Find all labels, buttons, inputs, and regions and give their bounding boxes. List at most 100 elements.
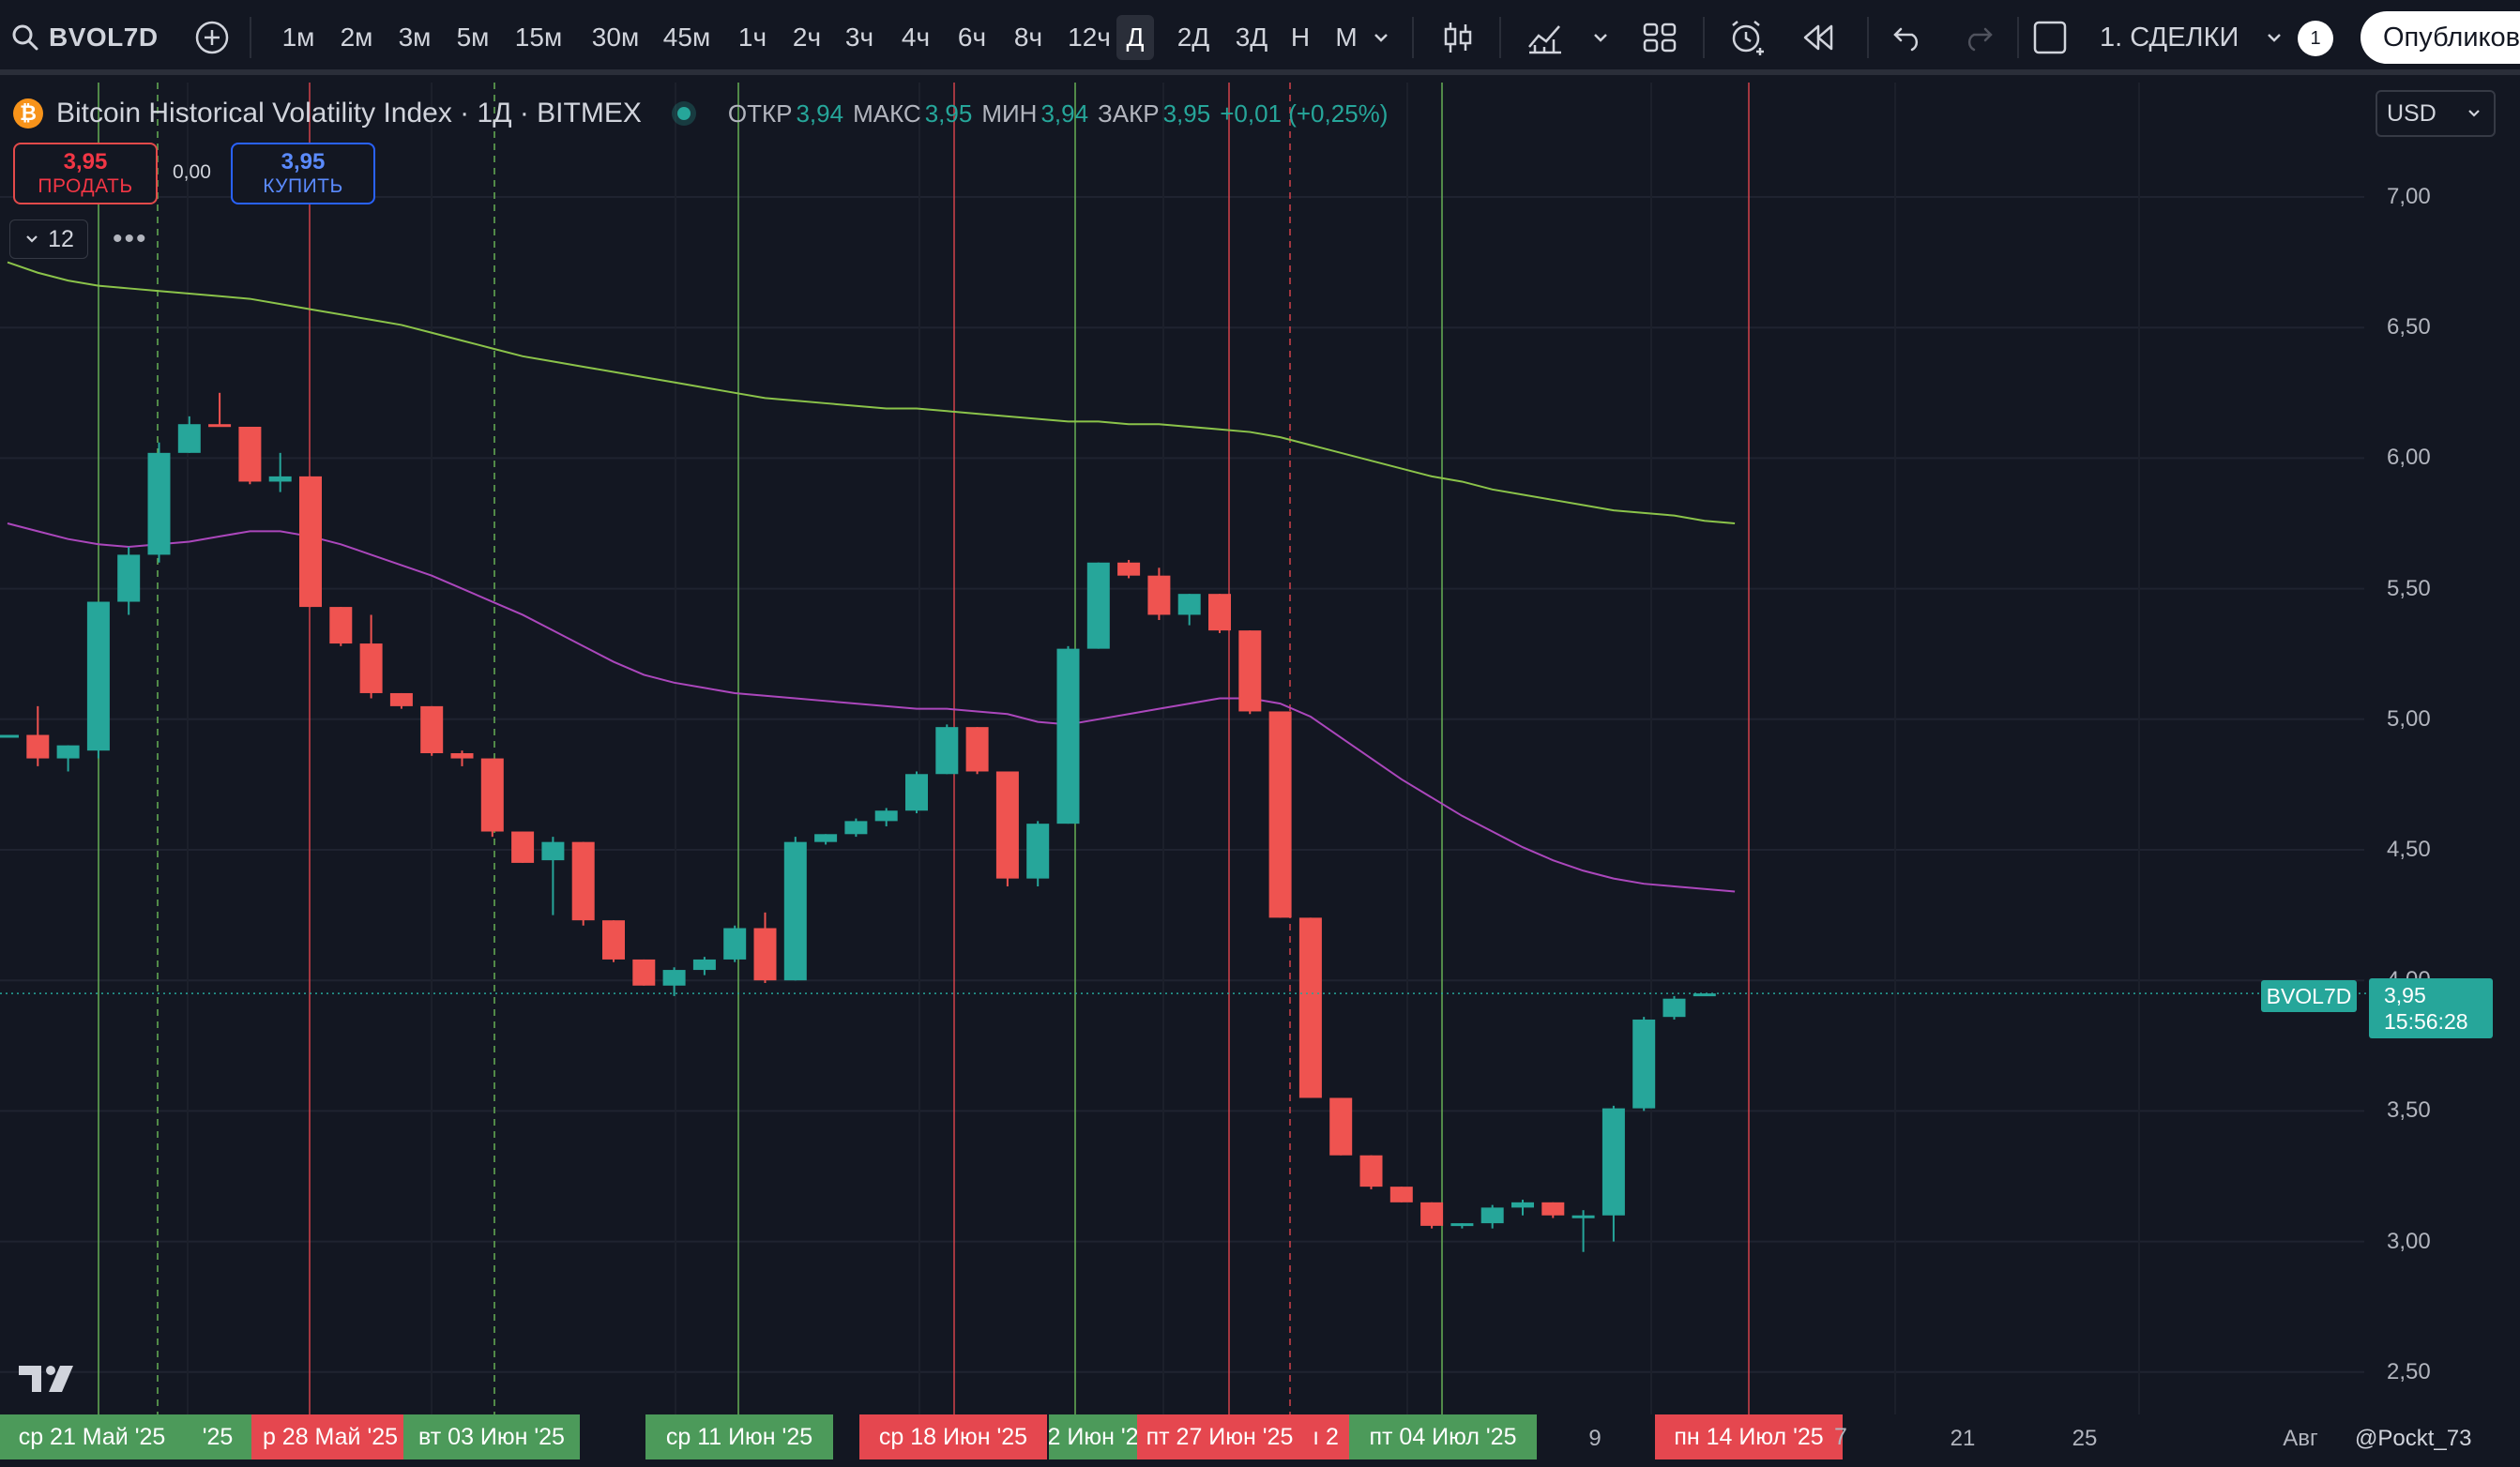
- timeframe-3-button[interactable]: 3м: [398, 23, 432, 52]
- chevron-down-icon: [1374, 34, 1388, 42]
- timeframe-16-button[interactable]: 2Д: [1177, 23, 1210, 52]
- timeframe-19-button[interactable]: М: [1335, 23, 1358, 52]
- timeframe-5-button[interactable]: 15м: [514, 23, 563, 52]
- date-marker-label: ср 11 Июн '25: [645, 1414, 833, 1459]
- candle-body: [1480, 1207, 1504, 1224]
- symbol-title[interactable]: Bitcoin Historical Volatility Index · 1Д…: [56, 98, 642, 129]
- candle: [1602, 1105, 1625, 1242]
- close-label: ЗАКР: [1098, 98, 1160, 128]
- sell-button[interactable]: 3,95 ПРОДАТЬ: [13, 143, 158, 204]
- top-toolbar: BVOL7D 1м 2м 3м 5м 15м 30м 45м 1ч 2ч 3ч 4ч 6ч 8ч 12ч Д…: [0, 0, 2520, 75]
- candle: [450, 750, 474, 766]
- date-marker-label: '25: [184, 1414, 251, 1459]
- add-circle-icon: [195, 21, 229, 54]
- timeframe-10-button[interactable]: 3ч: [844, 23, 874, 52]
- candle-body: [1329, 1097, 1353, 1156]
- compare-button[interactable]: [193, 0, 231, 75]
- long-moving-average-line: [7, 261, 1736, 524]
- chart-type-button[interactable]: [1441, 0, 1475, 75]
- timeframe-dropdown[interactable]: [1370, 0, 1392, 75]
- price-axis-label: 3,00: [2387, 1228, 2431, 1254]
- layouts-button[interactable]: [1642, 0, 1677, 75]
- candles-icon: [1444, 23, 1472, 53]
- candle-body: [450, 752, 474, 759]
- date-marker-label: р 28 Май '25: [251, 1414, 409, 1459]
- candle: [1329, 1097, 1353, 1156]
- candle-body: [1117, 562, 1141, 576]
- currency-value: USD: [2387, 99, 2437, 127]
- undo-button[interactable]: [1891, 0, 1925, 75]
- candle: [420, 705, 444, 756]
- candle-body: [905, 774, 928, 811]
- timeframe-14-button[interactable]: 12ч: [1068, 23, 1111, 52]
- change-value: +0,01 (+0,25%): [1220, 98, 1389, 128]
- candle: [0, 734, 19, 738]
- redo-button[interactable]: [1961, 0, 1995, 75]
- buy-label: КУПИТЬ: [263, 174, 343, 197]
- date-marker-label: пт 04 Июл '25: [1349, 1414, 1537, 1459]
- more-options-icon[interactable]: •••: [113, 223, 148, 254]
- candle-body: [208, 424, 232, 428]
- timeframe-11-button[interactable]: 4ч: [901, 23, 931, 52]
- currency-select[interactable]: USD: [2376, 90, 2496, 137]
- bitcoin-icon: ₿: [13, 98, 43, 129]
- indicators-icon: [1528, 25, 1561, 54]
- timeframe-18-button[interactable]: Н: [1290, 23, 1311, 52]
- author-watermark: @Pockt_73: [2355, 1426, 2471, 1452]
- candle: [208, 392, 232, 428]
- candle: [905, 771, 928, 814]
- price-axis-label: 4,50: [2387, 837, 2431, 862]
- candle-body: [814, 834, 838, 842]
- date-marker-label: ср 21 Май '25: [0, 1414, 184, 1459]
- timeframe-17-button[interactable]: 3Д: [1235, 23, 1268, 52]
- symbol-search[interactable]: BVOL7D: [11, 0, 159, 75]
- timeframe-8-button[interactable]: 1ч: [737, 23, 767, 52]
- candle: [511, 831, 535, 863]
- timeframe-12-button[interactable]: 6ч: [957, 23, 987, 52]
- timeframe-15-button[interactable]: Д: [1116, 15, 1154, 60]
- buy-button[interactable]: 3,95 КУПИТЬ: [231, 143, 375, 204]
- candle: [874, 808, 898, 826]
- time-axis-label: 9: [1588, 1426, 1602, 1451]
- candle-body: [632, 959, 656, 986]
- candle: [1268, 711, 1292, 918]
- alert-button[interactable]: [1728, 0, 1768, 75]
- candle-body: [329, 607, 353, 644]
- indicators-dropdown[interactable]: [1589, 0, 1612, 75]
- date-marker-label: пт 27 Июн '25: [1137, 1414, 1302, 1459]
- candle-body: [965, 727, 989, 772]
- timeframe-13-button[interactable]: 8ч: [1013, 23, 1043, 52]
- timeframe-9-button[interactable]: 2ч: [792, 23, 822, 52]
- candle-body: [1208, 594, 1231, 631]
- candle: [844, 818, 868, 838]
- square-icon: [2033, 21, 2067, 54]
- indicators-button[interactable]: [1526, 0, 1565, 75]
- timeframe-1-button[interactable]: 1м: [281, 23, 315, 52]
- timeframe-4-button[interactable]: 5м: [456, 23, 490, 52]
- tradingview-logo[interactable]: [17, 1362, 79, 1400]
- chart-legend: ₿ Bitcoin Historical Volatility Index · …: [13, 90, 1388, 137]
- alerts-badge[interactable]: 1: [2298, 21, 2333, 56]
- candle-body: [511, 831, 535, 863]
- indicators-toggle[interactable]: 12: [9, 219, 88, 259]
- candle-body: [783, 841, 807, 981]
- timeframe-7-button[interactable]: 45м: [662, 23, 711, 52]
- date-marker-label: пн 14 Июл '25: [1655, 1414, 1843, 1459]
- layout-menu[interactable]: 1. СДЕЛКИ: [2032, 0, 2285, 75]
- timeframe-2-button[interactable]: 2м: [340, 23, 373, 52]
- replay-button[interactable]: [1799, 0, 1837, 75]
- timeframe-6-button[interactable]: 30м: [591, 23, 640, 52]
- low-label: МИН: [981, 98, 1038, 128]
- candle: [1147, 567, 1171, 621]
- time-axis-label: Авг: [2283, 1426, 2318, 1451]
- candle-body: [571, 841, 595, 921]
- candle: [995, 771, 1019, 886]
- candle-body: [1693, 993, 1716, 997]
- candle: [1693, 993, 1716, 997]
- candle-body: [602, 920, 625, 960]
- publish-button[interactable]: Опубликовать: [2361, 11, 2520, 64]
- candle: [1541, 1202, 1565, 1218]
- date-marker-label: ср 18 Июн '25: [859, 1414, 1047, 1459]
- price-axis-label: 5,00: [2387, 705, 2431, 732]
